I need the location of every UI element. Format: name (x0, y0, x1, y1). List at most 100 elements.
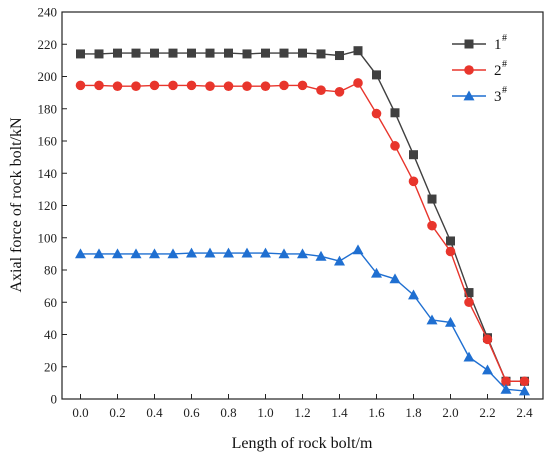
data-point (93, 248, 105, 259)
data-point (94, 49, 104, 59)
data-point (278, 248, 290, 259)
y-tick-label: 100 (38, 230, 58, 245)
data-point (372, 70, 381, 80)
data-point (260, 247, 271, 258)
x-tick-label: 2.2 (479, 405, 495, 420)
data-point (501, 376, 511, 387)
y-tick-label: 40 (44, 327, 57, 342)
data-point (334, 87, 345, 97)
data-point (334, 255, 345, 266)
data-point (298, 48, 307, 58)
data-point (205, 81, 215, 91)
data-point (113, 48, 122, 58)
data-point (409, 150, 418, 160)
data-point (464, 288, 474, 298)
legend-item: 3 # (452, 85, 507, 105)
data-point (446, 236, 455, 246)
data-point (463, 351, 475, 362)
data-point (519, 376, 530, 387)
series-layer (75, 46, 530, 396)
data-point (315, 250, 327, 261)
legend-marker (464, 39, 474, 49)
series-1 (76, 46, 529, 386)
data-point (371, 108, 382, 119)
data-point (131, 48, 141, 58)
data-point (130, 248, 142, 259)
x-tick-label: 1.2 (294, 405, 310, 420)
x-tick-label: 2.0 (442, 405, 458, 420)
x-tick-label: 0.6 (183, 405, 200, 420)
y-axis-title: Axial force of rock bolt/kN (8, 117, 25, 293)
y-tick-label: 0 (51, 392, 58, 407)
x-axis-title: Length of rock bolt/m (232, 435, 373, 452)
data-point (389, 273, 401, 284)
data-point (335, 51, 344, 61)
data-point (167, 248, 179, 259)
data-point (187, 48, 196, 58)
x-axis: 0.0 0.2 0.4 0.6 0.8 1.0 1.2 1.4 1.6 1.8 2.0 2.2 2.4 (72, 394, 533, 420)
data-point (500, 383, 512, 394)
x-tick-label: 1.0 (257, 405, 273, 420)
data-point (112, 248, 123, 259)
y-tick-label: 180 (38, 101, 58, 116)
x-tick-label: 0.4 (146, 405, 163, 420)
data-point (297, 80, 308, 91)
x-tick-label: 0.8 (220, 405, 236, 420)
data-point (223, 81, 234, 91)
legend-label: 2 (494, 63, 502, 79)
x-tick-label: 0.0 (72, 405, 88, 420)
data-point (241, 247, 253, 258)
data-point (260, 81, 271, 91)
data-point (482, 364, 493, 375)
x-tick-label: 1.6 (368, 405, 385, 420)
data-point (371, 267, 382, 278)
data-point (205, 48, 215, 58)
y-tick-label: 140 (38, 166, 58, 181)
y-tick-label: 160 (38, 134, 58, 149)
series-line (80, 49, 525, 382)
x-tick-label: 1.8 (405, 405, 421, 420)
data-point (279, 80, 289, 91)
data-point (186, 80, 197, 91)
data-point (427, 220, 437, 231)
data-point (390, 141, 400, 151)
data-point (390, 108, 400, 118)
data-point (168, 48, 178, 58)
data-point (204, 247, 216, 258)
data-point (279, 48, 289, 58)
legend-item: 2 # (452, 59, 507, 79)
data-point (316, 85, 326, 96)
data-point (149, 248, 160, 259)
legend-label-superscript: # (502, 85, 507, 96)
data-point (75, 248, 86, 259)
data-point (75, 80, 86, 91)
data-point (223, 247, 234, 258)
legend-label-superscript: # (502, 33, 507, 44)
x-tick-label: 0.2 (109, 405, 125, 420)
y-axis: 0 20 40 60 80 100 120 140 160 180 200 220 240 (38, 5, 67, 407)
legend-label-superscript: # (502, 59, 507, 70)
data-point (426, 314, 438, 325)
x-tick-label: 2.4 (516, 405, 533, 420)
data-point (427, 194, 437, 204)
legend-item: 1 # (452, 33, 507, 53)
data-point (519, 385, 530, 396)
legend-label: 3 (494, 89, 502, 105)
legend: 1 #2 #3 # (452, 33, 507, 105)
y-tick-label: 60 (44, 295, 57, 310)
x-tick-label: 1.4 (331, 405, 348, 420)
data-point (464, 297, 474, 308)
series-3 (75, 244, 530, 396)
data-point (186, 247, 197, 258)
data-point (445, 316, 456, 327)
data-point (112, 81, 123, 91)
legend-marker (464, 65, 474, 75)
data-point (316, 49, 326, 59)
y-tick-label: 20 (44, 359, 57, 374)
data-point (445, 246, 456, 257)
data-point (408, 176, 419, 187)
legend-label: 1 (494, 37, 502, 53)
y-tick-label: 200 (38, 69, 58, 84)
data-point (150, 48, 159, 58)
series-2 (75, 78, 530, 387)
